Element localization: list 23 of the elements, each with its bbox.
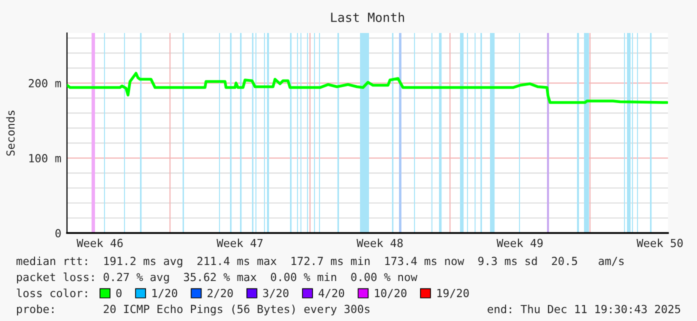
- legend-title: loss color:: [16, 288, 87, 298]
- text: end: Thu Dec 11 19:30:43 2025: [488, 304, 680, 314]
- x-tick-label: Week 48: [356, 238, 403, 248]
- y-axis-title: Seconds: [6, 110, 15, 156]
- x-tick-label: Week 46: [76, 238, 123, 248]
- legend-label: 4/20: [318, 288, 344, 298]
- legend-label: 0: [116, 288, 122, 298]
- text: packet loss: 0.27 % avg 35.62 % max 0.00 % min 0.00 % now: [17, 272, 418, 284]
- y-tick-label: 200 m: [28, 79, 61, 88]
- y-tick-label: 100 m: [29, 154, 61, 162]
- text: probe: 20 ICMP Echo Pings (56 Bytes) every 300s: [17, 304, 370, 316]
- text: median rtt: 191.2 ms avg 211.4 ms max 172.7 ms min 173.4 ms now 9.3 ms sd 20.5 am/s: [16, 256, 624, 268]
- line-series: [67, 72, 668, 104]
- chart-title: Last Month: [331, 12, 404, 22]
- legend-label: 19/20: [437, 288, 469, 298]
- legend-label: 3/20: [263, 288, 288, 298]
- y-tick-label: 0: [55, 229, 61, 238]
- x-tick-label: Week 49: [496, 238, 543, 248]
- legend-label: 10/20: [375, 288, 406, 298]
- x-tick-label: Week 50: [636, 238, 683, 248]
- legend-label: 1/20: [152, 288, 178, 298]
- legend-label: 2/20: [208, 288, 233, 298]
- x-tick-label: Week 47: [216, 238, 263, 248]
